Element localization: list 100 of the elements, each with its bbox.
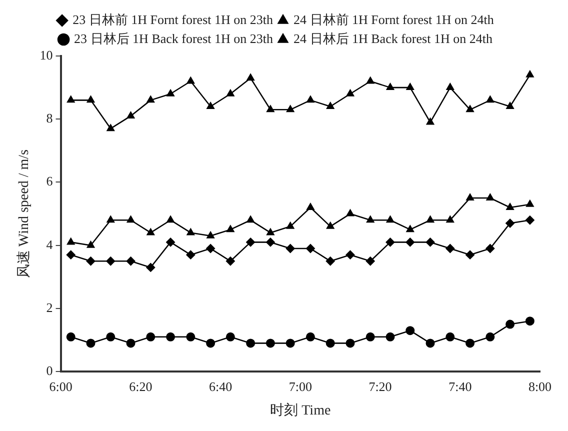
legend-label: 24 日林前 1H Fornt forest 1H on 24th bbox=[294, 12, 494, 27]
point bbox=[286, 338, 295, 348]
point bbox=[86, 240, 95, 248]
x-tick-label: 7:20 bbox=[368, 378, 392, 394]
y-axis-title: 风速 Wind speed / m/s bbox=[16, 150, 32, 278]
point bbox=[306, 332, 315, 342]
point bbox=[366, 332, 375, 342]
point bbox=[186, 250, 196, 260]
x-tick-label: 6:20 bbox=[129, 378, 152, 394]
point bbox=[446, 83, 454, 90]
point bbox=[106, 256, 116, 266]
legend-label: 24 日林后 1H Back forest 1H on 24th bbox=[294, 30, 493, 46]
point bbox=[266, 338, 275, 348]
point bbox=[86, 96, 95, 103]
point bbox=[526, 200, 534, 207]
point bbox=[366, 256, 375, 266]
point bbox=[526, 70, 534, 78]
point bbox=[406, 225, 414, 232]
point bbox=[386, 83, 394, 90]
point bbox=[346, 209, 354, 216]
point bbox=[166, 89, 174, 96]
point bbox=[226, 332, 235, 342]
point bbox=[146, 228, 155, 236]
point bbox=[206, 244, 216, 254]
point bbox=[86, 256, 96, 266]
point bbox=[146, 262, 156, 272]
point bbox=[506, 102, 514, 109]
point bbox=[386, 332, 395, 342]
point bbox=[366, 76, 374, 84]
point bbox=[306, 202, 314, 210]
y-tick-label: 0 bbox=[46, 363, 53, 378]
point bbox=[466, 250, 475, 260]
point bbox=[426, 118, 434, 125]
point bbox=[226, 89, 234, 96]
point bbox=[306, 244, 315, 254]
point bbox=[226, 256, 235, 266]
point bbox=[66, 332, 76, 342]
point bbox=[346, 89, 354, 96]
point bbox=[386, 216, 394, 223]
point bbox=[506, 320, 515, 329]
point bbox=[246, 338, 256, 348]
point bbox=[66, 250, 76, 260]
point bbox=[326, 256, 335, 266]
point bbox=[525, 316, 534, 326]
point bbox=[486, 194, 494, 201]
y-tick-label: 6 bbox=[46, 174, 54, 189]
point bbox=[186, 76, 195, 84]
point bbox=[266, 105, 274, 112]
x-tick-label: 7:40 bbox=[448, 378, 472, 394]
legend-label: 23 日林后 1H Back forest 1H on 23th bbox=[74, 30, 274, 46]
point bbox=[326, 222, 334, 229]
point bbox=[446, 332, 455, 342]
point bbox=[66, 96, 75, 103]
point bbox=[266, 228, 274, 236]
point bbox=[206, 338, 216, 348]
point bbox=[106, 216, 115, 223]
legend-label: 23 日林前 1H Fornt forest 1H on 23th bbox=[72, 12, 274, 27]
point bbox=[246, 74, 255, 81]
point bbox=[126, 111, 135, 118]
point bbox=[246, 216, 255, 223]
x-tick-label: 6:00 bbox=[49, 378, 72, 394]
point bbox=[346, 338, 355, 348]
point bbox=[386, 238, 395, 247]
y-tick-label: 4 bbox=[46, 236, 54, 252]
point bbox=[326, 102, 334, 109]
x-tick-label: 7:00 bbox=[288, 378, 312, 394]
x-tick-label: 8:00 bbox=[528, 378, 552, 394]
point bbox=[246, 238, 256, 247]
point bbox=[486, 244, 495, 254]
point bbox=[466, 194, 474, 201]
point bbox=[126, 256, 136, 266]
y-tick-label: 10 bbox=[40, 47, 53, 62]
point bbox=[446, 244, 455, 254]
point bbox=[525, 216, 534, 225]
point bbox=[426, 338, 435, 348]
point bbox=[426, 216, 434, 223]
point bbox=[266, 238, 275, 247]
point bbox=[166, 238, 176, 247]
x-axis-title: 时刻 Time bbox=[270, 402, 331, 418]
point bbox=[406, 238, 415, 247]
point bbox=[426, 238, 435, 247]
point bbox=[366, 216, 374, 223]
x-tick-label: 6:40 bbox=[208, 378, 232, 394]
point bbox=[166, 216, 174, 223]
point bbox=[146, 332, 156, 342]
point bbox=[406, 326, 415, 336]
point bbox=[466, 105, 474, 112]
point bbox=[486, 96, 494, 103]
point bbox=[66, 238, 75, 245]
point bbox=[126, 338, 136, 348]
point bbox=[166, 332, 176, 342]
point bbox=[346, 250, 355, 260]
point bbox=[286, 105, 294, 112]
point bbox=[146, 96, 155, 103]
point bbox=[106, 124, 115, 132]
point bbox=[86, 338, 96, 348]
point bbox=[126, 216, 135, 223]
point bbox=[206, 231, 215, 238]
point bbox=[506, 218, 515, 228]
point bbox=[486, 332, 495, 342]
